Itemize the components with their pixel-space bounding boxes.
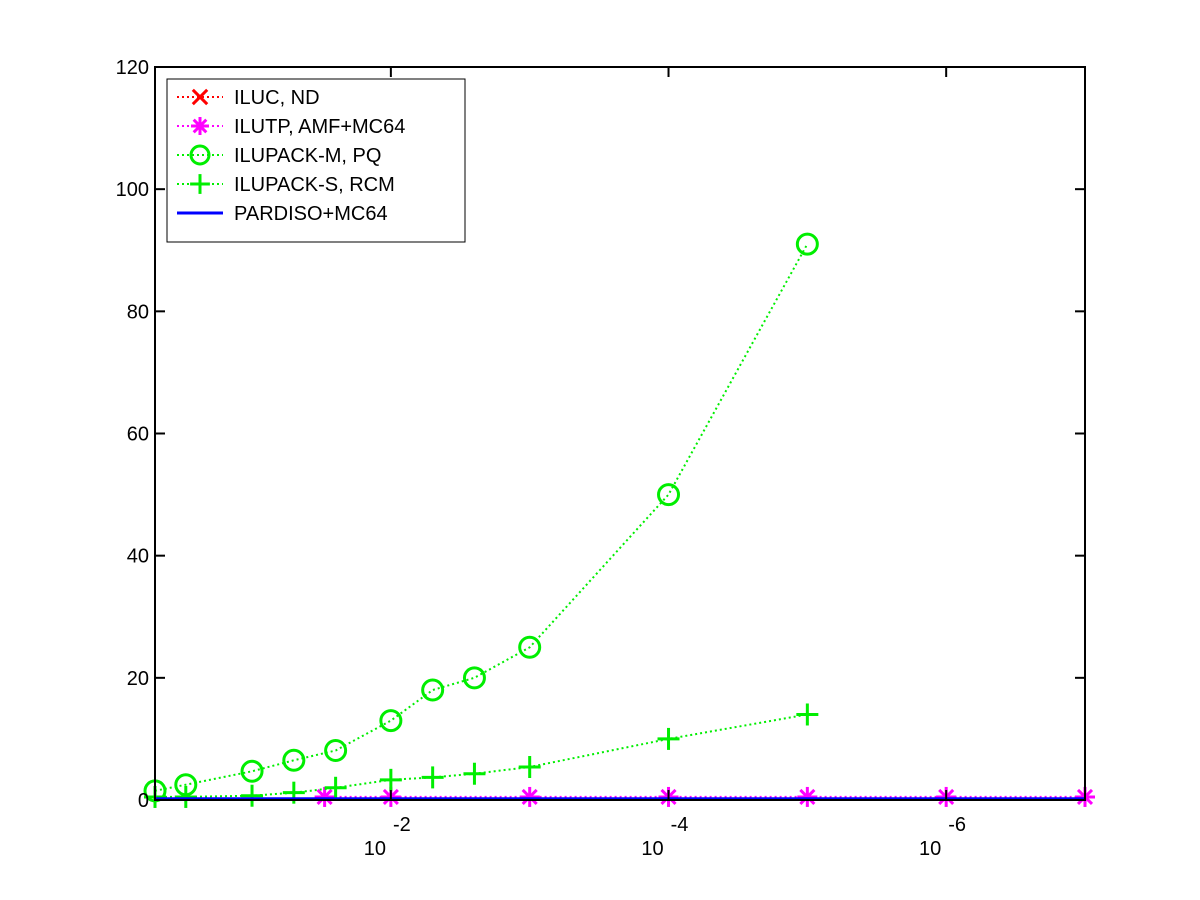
legend-item: ILUPACK-M, PQ	[177, 144, 381, 167]
data-point	[518, 635, 542, 659]
x-tick-label-base: 10	[364, 838, 386, 860]
x-tick-label-base: 10	[919, 838, 941, 860]
data-point	[796, 703, 819, 726]
y-tick-label: 0	[138, 790, 149, 812]
legend-label: ILUC, ND	[234, 87, 320, 109]
data-point	[282, 748, 306, 772]
data-point	[240, 759, 264, 783]
legend-item: ILUC, ND	[177, 87, 320, 109]
legend-marker-b	[192, 118, 208, 134]
legend-box	[166, 78, 466, 243]
data-point	[379, 709, 403, 733]
y-tick-label: 60	[127, 424, 149, 446]
x-tick-label-base: 10	[641, 838, 663, 860]
legend-item: ILUPACK-S, RCM	[177, 174, 395, 196]
data-point	[421, 678, 445, 702]
data-point	[657, 727, 680, 750]
y-tick-label: 120	[116, 57, 149, 79]
x-tick-label-exponent: -6	[948, 814, 966, 836]
data-point	[174, 785, 197, 808]
legend-label: PARDISO+MC64	[234, 203, 388, 225]
y-tick-label: 80	[127, 301, 149, 323]
x-tick-label-exponent: -4	[671, 814, 689, 836]
data-point	[518, 756, 541, 779]
x-tick-label-exponent: -2	[393, 814, 411, 836]
legend-marker-b	[191, 88, 209, 106]
data-point	[657, 483, 681, 507]
legend-marker	[191, 117, 209, 135]
data-point	[463, 762, 486, 785]
data-point	[795, 232, 819, 256]
legend-item: PARDISO+MC64	[177, 203, 388, 225]
legend-marker	[190, 174, 210, 194]
data-point	[241, 784, 264, 807]
data-point	[797, 786, 818, 807]
series-line	[154, 243, 809, 792]
series-4	[144, 703, 819, 808]
legend-label: ILUPACK-M, PQ	[234, 145, 381, 167]
legend: ILUC, ND ILUTP, AMF+MC64 ILUPACK-M, PQ ILUP…	[166, 78, 466, 243]
data-point	[324, 776, 347, 799]
data-point-b	[316, 788, 333, 806]
data-point-b	[799, 788, 816, 806]
data-point	[519, 786, 540, 807]
legend-marker	[191, 88, 209, 106]
data-point-b	[521, 788, 538, 806]
tick-layer: 0 20 40 60 80 100 120 10 -2 10 -4 10 -6	[116, 57, 1085, 860]
legend-label: ILUTP, AMF+MC64	[234, 116, 405, 138]
data-point	[421, 766, 444, 789]
legend-label: ILUPACK-S, RCM	[234, 174, 395, 196]
data-point	[379, 768, 402, 791]
data-point	[324, 739, 348, 763]
data-point	[462, 666, 486, 690]
legend-marker	[189, 144, 211, 166]
data-point	[314, 786, 335, 807]
y-tick-label: 40	[127, 546, 149, 568]
y-tick-label: 20	[127, 668, 149, 690]
legend-item: ILUTP, AMF+MC64	[177, 116, 405, 138]
y-tick-label: 100	[116, 179, 149, 201]
